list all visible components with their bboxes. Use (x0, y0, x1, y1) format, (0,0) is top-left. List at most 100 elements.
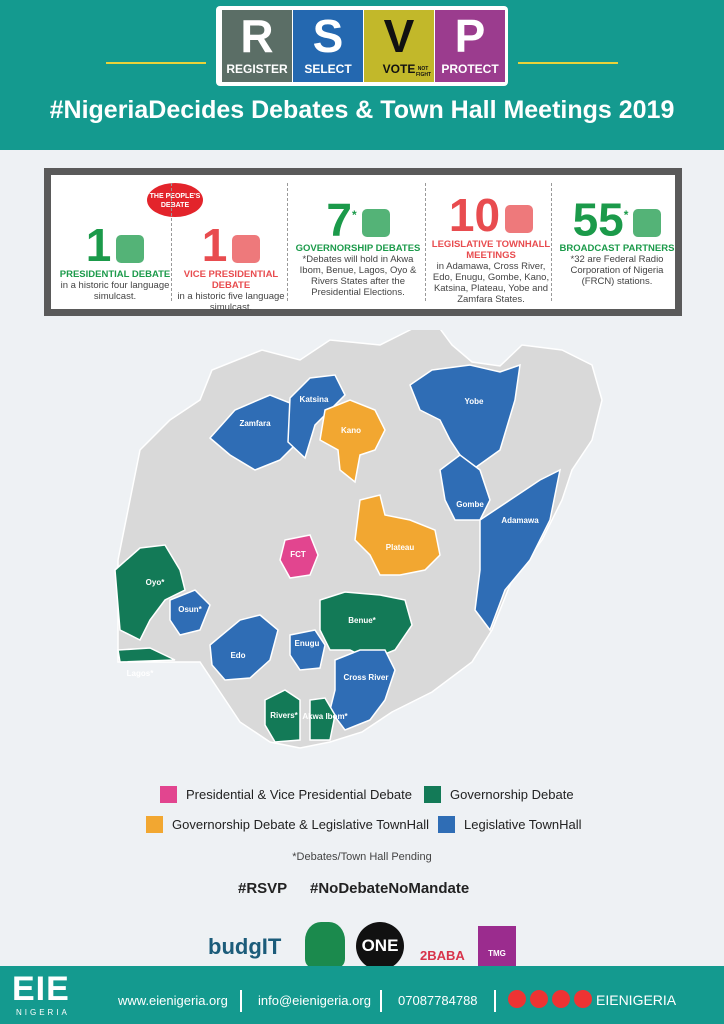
stat-number: 55* (555, 191, 679, 243)
email: info@eienigeria.org (258, 993, 371, 1008)
stat-number: 10 (429, 191, 553, 239)
footer: EIE NIGERIA www.eienigeria.org info@eien… (0, 966, 724, 1024)
state (279, 534, 319, 579)
separator (494, 990, 496, 1012)
logo-letter: R (240, 10, 274, 62)
legend-item: Governorship Debate & Legislative TownHa… (146, 816, 429, 833)
state (474, 468, 562, 632)
stat-number: 1 (175, 221, 287, 269)
state-label: Akwa Ibom* (302, 712, 348, 721)
logo-word: PROTECT (441, 62, 499, 76)
state (289, 629, 326, 671)
state-label: Osun* (178, 605, 202, 614)
separator (171, 183, 172, 301)
twitter-icon[interactable] (530, 990, 548, 1008)
state (354, 494, 441, 576)
footer-logo: EIE (12, 970, 70, 1008)
facebook-icon[interactable] (508, 990, 526, 1008)
stat-icon (232, 234, 261, 263)
state-label: FCT (290, 550, 306, 559)
state (117, 647, 176, 663)
phone: 07087784788 (398, 993, 478, 1008)
stat-mark: * (351, 208, 357, 222)
stat-value: 10 (448, 189, 501, 241)
rule (106, 62, 206, 64)
legend-swatch (146, 816, 163, 833)
stat-label: LEGISLATIVE TOWNHALL MEETINGS (431, 239, 551, 261)
legend-item: Presidential & Vice Presidential Debate (160, 786, 412, 803)
state-label: Edo (230, 651, 245, 660)
stat-icon (361, 209, 390, 238)
map: Zamfara Katsina Kano Yobe Gombe Adamawa Platea… (114, 330, 603, 749)
stat-icon (116, 234, 145, 263)
logo-letter: P (454, 10, 486, 62)
separator (240, 990, 242, 1012)
partner-logo: budgIT (208, 934, 282, 959)
state-label: Plateau (386, 543, 415, 552)
stat-text: in a historic five language simulcast. (177, 291, 285, 313)
title: #NigeriaDecides Debates & Town Hall Meet… (49, 96, 675, 124)
legend-swatch (160, 786, 177, 803)
stat: 10 LEGISLATIVE TOWNHALL MEETINGS in Adamaw… (429, 181, 553, 305)
logo-letter: S (312, 10, 344, 62)
state (439, 454, 491, 521)
legend-label: Governorship Debate (450, 787, 574, 802)
stat-icon (633, 209, 662, 238)
stat: 55* BROADCAST PARTNERS *32 are Federal Rad… (555, 181, 679, 305)
state-label: Kano (341, 426, 361, 435)
logo-box: S SELECT (293, 10, 363, 82)
youtube-icon[interactable] (574, 990, 592, 1008)
separator (425, 183, 426, 301)
stat-number: 7* (291, 191, 425, 243)
social-icons (508, 990, 592, 1008)
separator (551, 183, 552, 301)
hashtag: #RSVP (238, 880, 288, 897)
logo-box: P PROTECT (435, 10, 505, 82)
state (209, 614, 279, 681)
stat-text: in Adamawa, Cross River, Edo, Enugu, Gom… (432, 261, 550, 305)
stat-label: BROADCAST PARTNERS (559, 243, 675, 255)
separator (287, 183, 288, 301)
stat-mark: * (623, 208, 629, 222)
legend-swatch (438, 816, 455, 833)
legend-label: Legislative TownHall (464, 817, 582, 832)
state (264, 689, 301, 743)
state (319, 591, 413, 661)
state (409, 363, 521, 472)
stat-number: 1 (55, 221, 175, 269)
state-label: Yobe (465, 397, 485, 406)
footer-logo-sub: NIGERIA (16, 1008, 70, 1017)
state (319, 399, 386, 484)
handle: EIENIGERIA (596, 992, 677, 1008)
state (169, 589, 211, 636)
stat: 7* GOVERNORSHIP DEBATES *Debates will hold… (291, 181, 425, 305)
state-label: Katsina (300, 395, 329, 404)
state-label: Adamawa (501, 516, 539, 525)
stat: 1 PRESIDENTIAL DEBATE in a historic four l… (55, 181, 175, 305)
state-label: Lagos* (127, 669, 155, 678)
stat-text: in a historic four language simulcast. (60, 280, 170, 302)
stat-icon (505, 204, 534, 233)
stat-value: 1 (201, 219, 228, 271)
logo-small: NOT FIGHT (416, 66, 431, 78)
stat-label: PRESIDENTIAL DEBATE (59, 269, 171, 280)
legend-swatch (424, 786, 441, 803)
state-label: Oyo* (146, 578, 166, 587)
logo-word: SELECT (304, 62, 352, 76)
legend-label: Governorship Debate & Legislative TownHa… (172, 817, 430, 832)
stat-text: *32 are Federal Radio Corporation of Nig… (570, 254, 664, 288)
partner-logo: 2BABA (420, 948, 465, 963)
state (329, 649, 396, 731)
instagram-icon[interactable] (552, 990, 570, 1008)
state-label: Zamfara (239, 419, 271, 428)
stat-label: GOVERNORSHIP DEBATES (295, 243, 421, 255)
note: *Debates/Town Hall Pending (292, 851, 432, 863)
legend-item: Governorship Debate (424, 786, 574, 803)
stat-text: *Debates will hold in Akwa Ibom, Benue, … (299, 254, 417, 299)
state-label: Cross River (344, 673, 389, 682)
stat-label: VICE PRESIDENTIAL DEBATE (183, 269, 279, 291)
state-label: Rivers* (270, 711, 298, 720)
state-label: Gombe (456, 500, 484, 509)
state (309, 697, 336, 741)
